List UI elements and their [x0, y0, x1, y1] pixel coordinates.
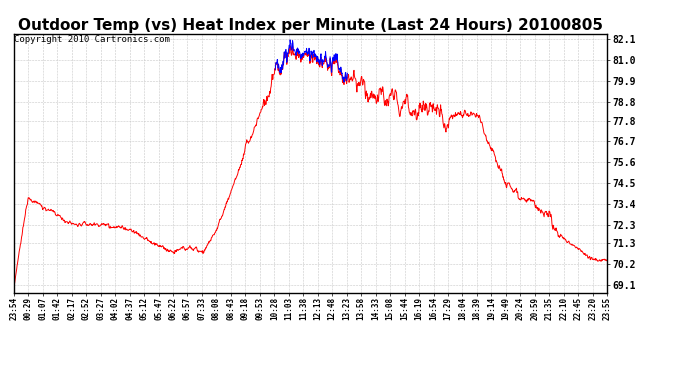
- Title: Outdoor Temp (vs) Heat Index per Minute (Last 24 Hours) 20100805: Outdoor Temp (vs) Heat Index per Minute …: [18, 18, 603, 33]
- Text: Copyright 2010 Cartronics.com: Copyright 2010 Cartronics.com: [14, 35, 170, 44]
